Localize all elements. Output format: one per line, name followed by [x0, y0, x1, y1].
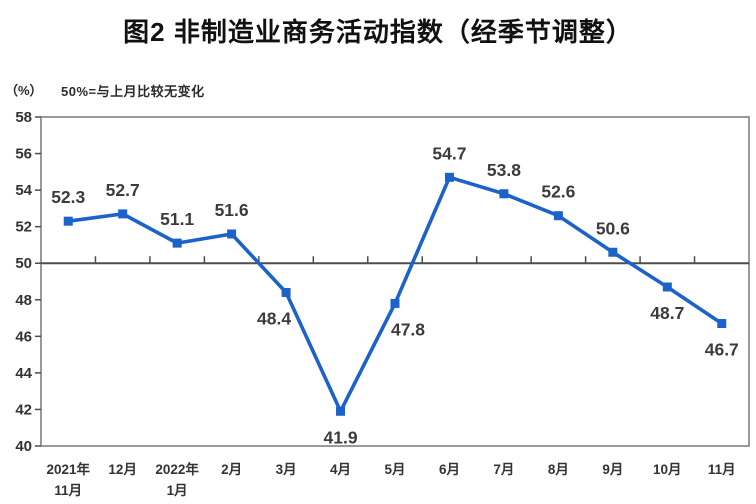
y-axis-label: 58 — [15, 109, 32, 126]
data-label: 52.3 — [51, 187, 85, 207]
reference-note-label: 50%=与上月比较无变化 — [61, 84, 205, 99]
x-axis-label: 2月 — [221, 462, 242, 477]
x-axis-label: 7月 — [493, 462, 514, 477]
y-axis-label: 42 — [15, 401, 32, 418]
data-label: 52.7 — [106, 180, 140, 200]
data-label: 51.6 — [215, 200, 249, 220]
y-axis-label: 40 — [15, 438, 32, 455]
data-label: 48.4 — [257, 308, 291, 328]
data-point — [499, 189, 509, 199]
y-axis-label: 54 — [15, 182, 32, 199]
data-point — [717, 319, 727, 329]
x-axis-label: 10月 — [653, 462, 682, 477]
plot-border — [40, 116, 750, 447]
x-axis-label: 3月 — [276, 462, 297, 477]
y-axis-label: 56 — [15, 146, 32, 163]
data-point — [336, 406, 346, 416]
x-axis-label: 4月 — [330, 462, 351, 477]
x-axis-label: 6月 — [439, 462, 460, 477]
chart-title: 图2 非制造业商务活动指数（经季节调整） — [123, 17, 633, 47]
data-label: 54.7 — [432, 143, 466, 163]
data-point — [281, 287, 291, 297]
x-axis-label: 2022年 1月 — [155, 461, 199, 498]
data-point — [444, 172, 454, 182]
x-axis-label: 5月 — [384, 462, 405, 477]
x-axis-label: 2021年 11月 — [46, 461, 90, 498]
data-point — [172, 238, 182, 248]
data-label: 41.9 — [324, 427, 358, 447]
x-axis-label: 12月 — [108, 462, 137, 477]
y-axis-label: 50 — [15, 255, 32, 272]
data-label: 48.7 — [650, 303, 684, 323]
data-point — [118, 209, 128, 219]
data-label: 46.7 — [705, 340, 739, 360]
y-axis-unit-label: （%） — [5, 83, 43, 98]
y-axis-label: 46 — [15, 328, 32, 345]
x-axis-label: 11月 — [708, 462, 736, 477]
data-label: 47.8 — [391, 319, 425, 339]
y-axis-label: 52 — [15, 219, 32, 236]
data-point — [390, 298, 400, 308]
y-axis-label: 48 — [15, 292, 32, 309]
data-label: 53.8 — [487, 160, 521, 180]
data-point — [662, 282, 672, 292]
data-point — [227, 229, 237, 239]
data-label: 50.6 — [596, 218, 630, 238]
data-point — [553, 211, 563, 221]
data-point — [63, 216, 73, 226]
y-axis-label: 44 — [15, 365, 32, 382]
data-point — [608, 247, 618, 257]
data-label: 52.6 — [541, 182, 575, 202]
data-label: 51.1 — [160, 209, 194, 229]
x-axis-label: 9月 — [602, 462, 623, 477]
x-axis-label: 8月 — [548, 462, 569, 477]
